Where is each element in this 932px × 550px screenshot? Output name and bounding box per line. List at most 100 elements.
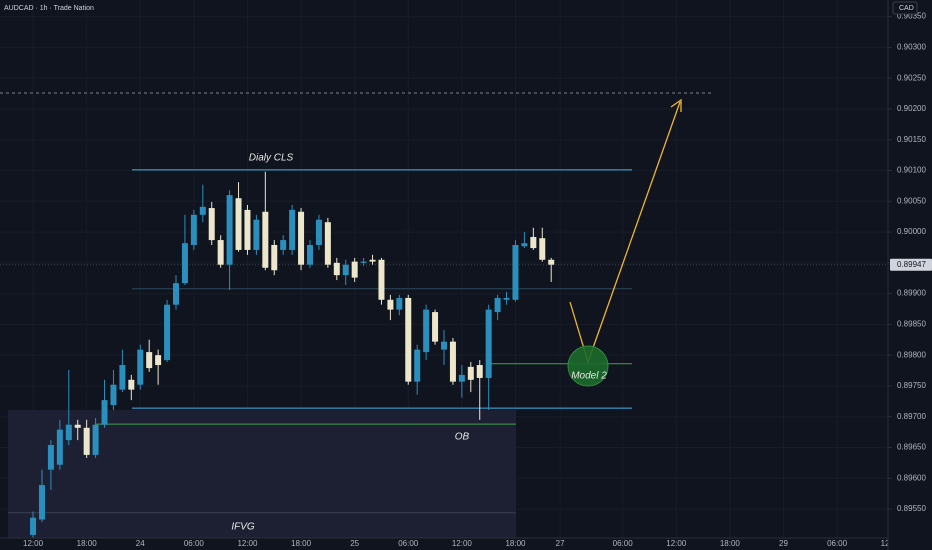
candle-body xyxy=(262,211,269,268)
candle-body xyxy=(137,349,144,385)
annotation: OB xyxy=(455,432,470,443)
candle-body xyxy=(494,297,501,313)
candle-body xyxy=(181,243,188,284)
plot-area xyxy=(0,92,888,538)
candle-body xyxy=(38,485,45,520)
candle-body xyxy=(306,244,313,265)
candle-body xyxy=(128,379,135,390)
currency: CAD xyxy=(899,5,914,12)
candle-body xyxy=(530,236,537,249)
candle-body xyxy=(396,297,403,310)
candle-body xyxy=(289,209,296,250)
y-tick-label: 0.89600 xyxy=(897,473,926,482)
x-tick-label: 06:00 xyxy=(398,539,419,548)
x-tick-label: 29 xyxy=(779,539,788,548)
candle-body xyxy=(146,352,153,369)
x-tick-label: 12:00 xyxy=(666,539,687,548)
candle-body xyxy=(199,206,206,215)
y-tick-label: 0.89850 xyxy=(897,320,926,329)
x-tick-label: 18:00 xyxy=(505,539,526,548)
x-tick-label: 06:00 xyxy=(184,539,205,548)
y-tick-label: 0.90200 xyxy=(897,104,926,113)
candle-body xyxy=(467,366,474,380)
y-tick-label: 0.90250 xyxy=(897,73,926,82)
annotation: Model 2 xyxy=(571,371,607,382)
candle-body xyxy=(432,312,439,342)
annotation: IFVG xyxy=(231,522,255,533)
candle-body xyxy=(449,341,456,382)
y-tick-label: 0.89700 xyxy=(897,412,926,421)
candle-body xyxy=(298,211,305,265)
candle-body xyxy=(503,297,510,300)
candle-body xyxy=(101,400,108,425)
candle-body xyxy=(119,365,126,390)
currency-box xyxy=(892,1,918,15)
candle-body xyxy=(164,304,171,361)
candle-body xyxy=(387,299,394,310)
candle-body xyxy=(351,261,358,278)
x-tick-label: 06:00 xyxy=(613,539,634,548)
candle-body xyxy=(217,240,224,265)
candle-body xyxy=(342,264,349,276)
x-tick-label: 18:00 xyxy=(291,539,312,548)
candle-body xyxy=(244,209,251,250)
candle-body xyxy=(423,309,430,353)
candle-body xyxy=(324,222,331,265)
candle-body xyxy=(512,244,519,300)
candle-body xyxy=(539,238,546,260)
candle-body xyxy=(441,341,447,350)
y-tick-label: 0.89650 xyxy=(897,443,926,452)
candle-body xyxy=(92,424,99,455)
candle-body xyxy=(65,424,72,441)
last-price-box xyxy=(890,258,932,271)
candle-body xyxy=(56,429,63,465)
y-tick-label: 0.90050 xyxy=(897,196,926,205)
candle-body xyxy=(83,427,90,455)
candle-body xyxy=(155,355,162,366)
annotations: Dialy CLS OB IFVG Model 2 xyxy=(231,153,607,533)
candle-body xyxy=(226,195,233,265)
y-tick-label: 0.90000 xyxy=(897,227,926,236)
candle-body xyxy=(360,261,367,263)
y-tick-label: 0.90100 xyxy=(897,166,926,175)
candle-body xyxy=(521,243,528,247)
candle-body xyxy=(235,198,242,250)
candle-body xyxy=(47,445,54,470)
symbol-title: AUDCAD · 1h · Trade Nation xyxy=(4,5,94,12)
x-tick-label: 12:00 xyxy=(23,539,44,548)
candle-body xyxy=(280,240,287,250)
y-tick-label: 0.89900 xyxy=(897,289,926,298)
drawings xyxy=(567,98,682,387)
candle-body xyxy=(458,374,465,382)
candle-body xyxy=(271,244,278,271)
y-tick-label: 0.89750 xyxy=(897,381,926,390)
candle-body xyxy=(110,384,117,406)
price-axis: 0.89550 0.89600 0.89650 0.89700 0.89750 0.898… xyxy=(888,12,932,513)
y-tick-label: 0.90150 xyxy=(897,135,926,144)
x-tick-label: 24 xyxy=(136,539,145,548)
x-tick-label: 18:00 xyxy=(77,539,98,548)
candle-body xyxy=(253,219,260,250)
annotation: Dialy CLS xyxy=(249,153,294,164)
candle-body xyxy=(369,259,376,262)
arrow-head xyxy=(670,98,682,112)
x-tick-label: 06:00 xyxy=(827,539,848,548)
y-tick-label: 0.90350 xyxy=(897,12,926,21)
candle-body xyxy=(30,517,37,535)
y-tick-label: 0.89800 xyxy=(897,350,926,359)
candle-body xyxy=(208,208,215,241)
x-tick-label: 27 xyxy=(556,539,565,548)
candle-body xyxy=(485,309,492,378)
last-price-label: 0.89947 xyxy=(897,260,926,269)
y-tick-label: 0.89550 xyxy=(897,504,926,513)
x-tick-label: 12:00 xyxy=(237,539,258,548)
candle-body xyxy=(315,219,322,245)
y-tick-label: 0.90300 xyxy=(897,43,926,52)
candle-body xyxy=(190,214,197,245)
candle-body xyxy=(74,424,81,428)
x-tick-label: 12:00 xyxy=(452,539,473,548)
candle-body xyxy=(333,262,340,276)
x-tick-label: 18:00 xyxy=(720,539,741,548)
